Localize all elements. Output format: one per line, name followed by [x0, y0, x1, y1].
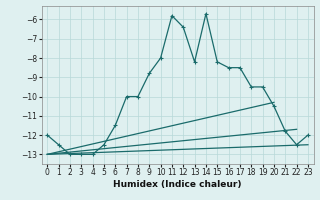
X-axis label: Humidex (Indice chaleur): Humidex (Indice chaleur)	[113, 180, 242, 189]
